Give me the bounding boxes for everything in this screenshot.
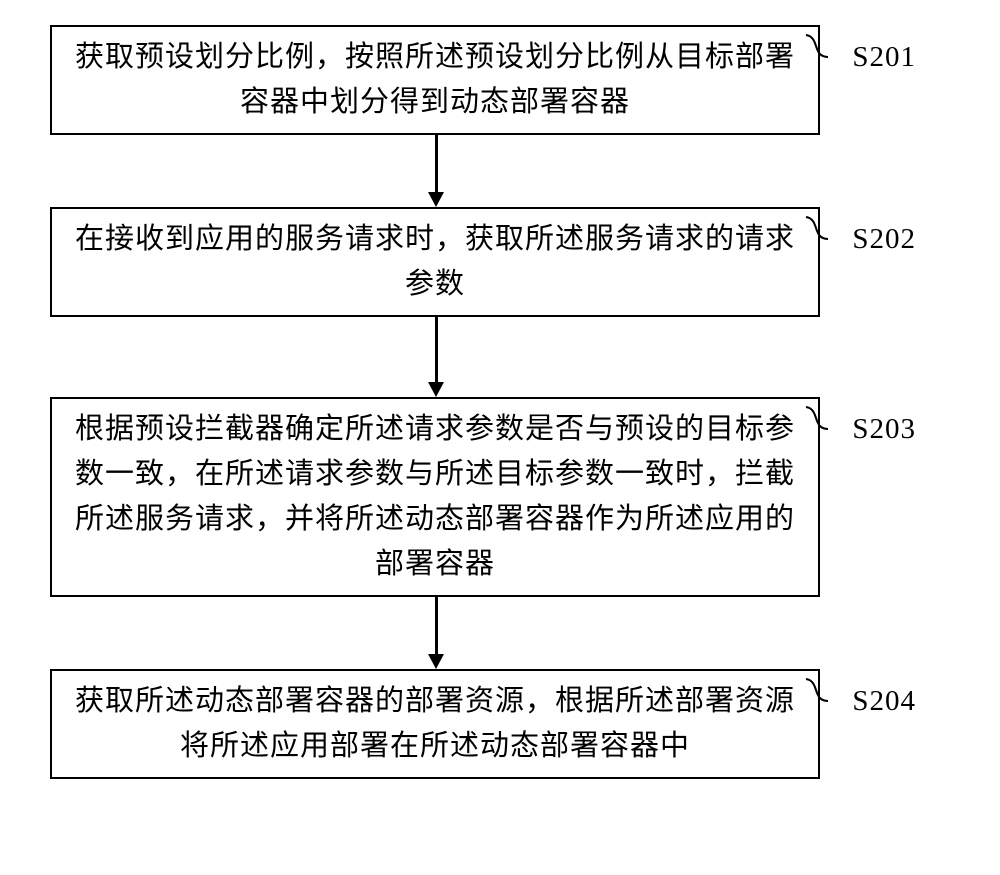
flow-node-s204: 获取所述动态部署容器的部署资源，根据所述部署资源将所述应用部署在所述动态部署容器… <box>50 669 820 779</box>
flow-arrow <box>435 135 437 207</box>
label-bracket <box>806 407 836 461</box>
label-bracket <box>806 35 836 89</box>
flowchart: 获取预设划分比例，按照所述预设划分比例从目标部署容器中划分得到动态部署容器 S2… <box>50 25 950 779</box>
label-bracket <box>806 217 836 271</box>
flow-arrow <box>435 317 437 397</box>
flow-node-s201: 获取预设划分比例，按照所述预设划分比例从目标部署容器中划分得到动态部署容器 S2… <box>50 25 820 135</box>
flow-node-label: S202 <box>852 225 916 254</box>
flow-arrow <box>435 597 437 669</box>
flow-node-s203: 根据预设拦截器确定所述请求参数是否与预设的目标参数一致，在所述请求参数与所述目标… <box>50 397 820 597</box>
flow-node-text: 在接收到应用的服务请求时，获取所述服务请求的请求参数 <box>72 217 798 307</box>
flow-node-text: 根据预设拦截器确定所述请求参数是否与预设的目标参数一致，在所述请求参数与所述目标… <box>72 407 798 587</box>
flow-node-label: S203 <box>852 415 916 444</box>
flow-node-text: 获取预设划分比例，按照所述预设划分比例从目标部署容器中划分得到动态部署容器 <box>72 35 798 125</box>
flow-node-label: S204 <box>852 687 916 716</box>
flow-node-text: 获取所述动态部署容器的部署资源，根据所述部署资源将所述应用部署在所述动态部署容器… <box>72 679 798 769</box>
flow-node-s202: 在接收到应用的服务请求时，获取所述服务请求的请求参数 S202 <box>50 207 820 317</box>
label-bracket <box>806 679 836 733</box>
flow-node-label: S201 <box>852 43 916 72</box>
